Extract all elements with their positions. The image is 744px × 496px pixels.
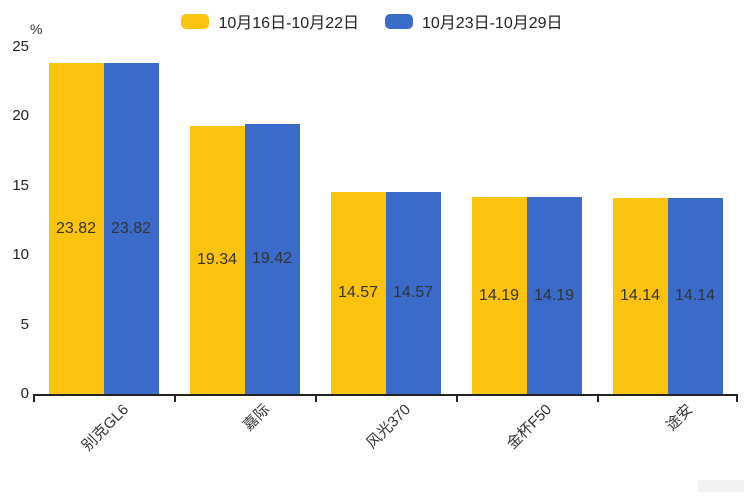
watermark [698, 480, 744, 492]
legend-swatch-week2-icon [385, 13, 413, 29]
bar-series-0-金杯F50[interactable]: 14.19 [471, 197, 527, 394]
y-axis-tick-label: 25 [12, 38, 29, 55]
bar-value-label: 14.19 [533, 286, 575, 304]
bar-value-label: 14.14 [674, 287, 716, 304]
legend-label-week1: 10月16日-10月22日 [218, 15, 359, 32]
bar-series-1-嘉际[interactable]: 19.42 [244, 124, 300, 394]
x-axis-label-嘉际: 嘉际 [239, 401, 273, 435]
x-axis-tick [736, 394, 738, 402]
bar-value-label: 23.82 [110, 219, 152, 237]
legend-item-week2[interactable]: 10月23日-10月29日 [385, 9, 563, 33]
bar-value-label: 14.19 [478, 286, 520, 304]
bar-value-label: 19.42 [251, 250, 293, 267]
y-axis-labels: 0 5 10 15 20 25 [0, 38, 29, 402]
bar-series-0-风光370[interactable]: 14.57 [330, 192, 386, 394]
bar-value-label: 14.14 [619, 287, 661, 304]
legend-label-week2: 10月23日-10月29日 [422, 15, 563, 32]
legend-item-week1[interactable]: 10月16日-10月22日 [181, 9, 359, 33]
x-axis-tick [597, 394, 599, 402]
bar-value-label: 19.34 [196, 251, 238, 268]
x-axis-tick [456, 394, 458, 402]
y-axis-unit-label: % [30, 21, 43, 37]
bar-value-label: 14.57 [337, 284, 379, 301]
y-axis-tick-label: 0 [20, 385, 29, 402]
y-axis-tick-label: 15 [12, 176, 29, 194]
bar-series-1-金杯F50[interactable]: 14.19 [526, 197, 582, 394]
y-axis-tick-label: 20 [12, 107, 29, 125]
plot-area: 23.82 23.82 别克GL6 19.34 19.42 嘉际 14.57 14.57 风光3… [33, 47, 738, 454]
legend-swatch-week1-icon [181, 13, 210, 29]
y-axis-tick-label: 10 [12, 246, 29, 264]
x-axis-tick [315, 394, 317, 402]
x-axis-label-金杯F50: 金杯F50 [503, 401, 555, 453]
x-axis-label-别克GL6: 别克GL6 [78, 401, 132, 455]
legend: 10月16日-10月22日 10月23日-10月29日 [0, 9, 744, 33]
bar-series-1-风光370[interactable]: 14.57 [385, 192, 441, 394]
bar-series-1-别克GL6[interactable]: 23.82 [103, 63, 159, 394]
bar-series-1-途安[interactable]: 14.14 [667, 198, 723, 394]
y-axis-tick-label: 5 [20, 315, 29, 333]
x-axis-tick [33, 394, 35, 402]
bar-series-0-别克GL6[interactable]: 23.82 [48, 63, 104, 394]
bar-value-label: 23.82 [55, 219, 97, 237]
x-axis-label-途安: 途安 [662, 401, 696, 435]
x-axis-label-风光370: 风光370 [362, 401, 414, 453]
bar-value-label: 14.57 [392, 284, 434, 301]
bar-series-0-嘉际[interactable]: 19.34 [189, 126, 245, 394]
x-axis-tick [174, 394, 176, 402]
bar-series-0-途安[interactable]: 14.14 [612, 198, 668, 394]
